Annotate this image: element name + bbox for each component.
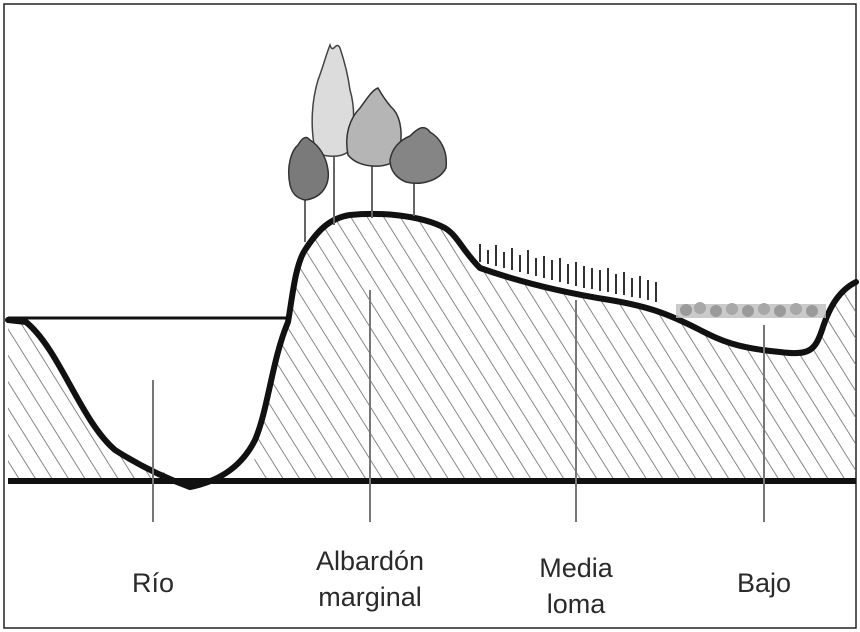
label-media-line2: loma: [546, 589, 606, 619]
trees-icon: [287, 42, 448, 242]
soil-profile-hatched: [250, 213, 856, 478]
label-rio-text: Río: [131, 568, 175, 598]
low-vegetation-icon: [676, 302, 826, 318]
label-albardon-line1: Albardón: [315, 546, 425, 576]
label-albardon-marginal: Albardón marginal: [290, 543, 450, 615]
label-media-loma: Media loma: [516, 550, 636, 622]
label-media-line1: Media: [539, 553, 613, 583]
grassland-icon: [479, 244, 657, 302]
left-bank-hatched: [8, 320, 175, 478]
label-bajo-text: Bajo: [736, 568, 792, 598]
label-rio: Río: [113, 565, 193, 601]
label-bajo: Bajo: [714, 565, 814, 601]
label-albardon-line2: marginal: [318, 582, 422, 612]
